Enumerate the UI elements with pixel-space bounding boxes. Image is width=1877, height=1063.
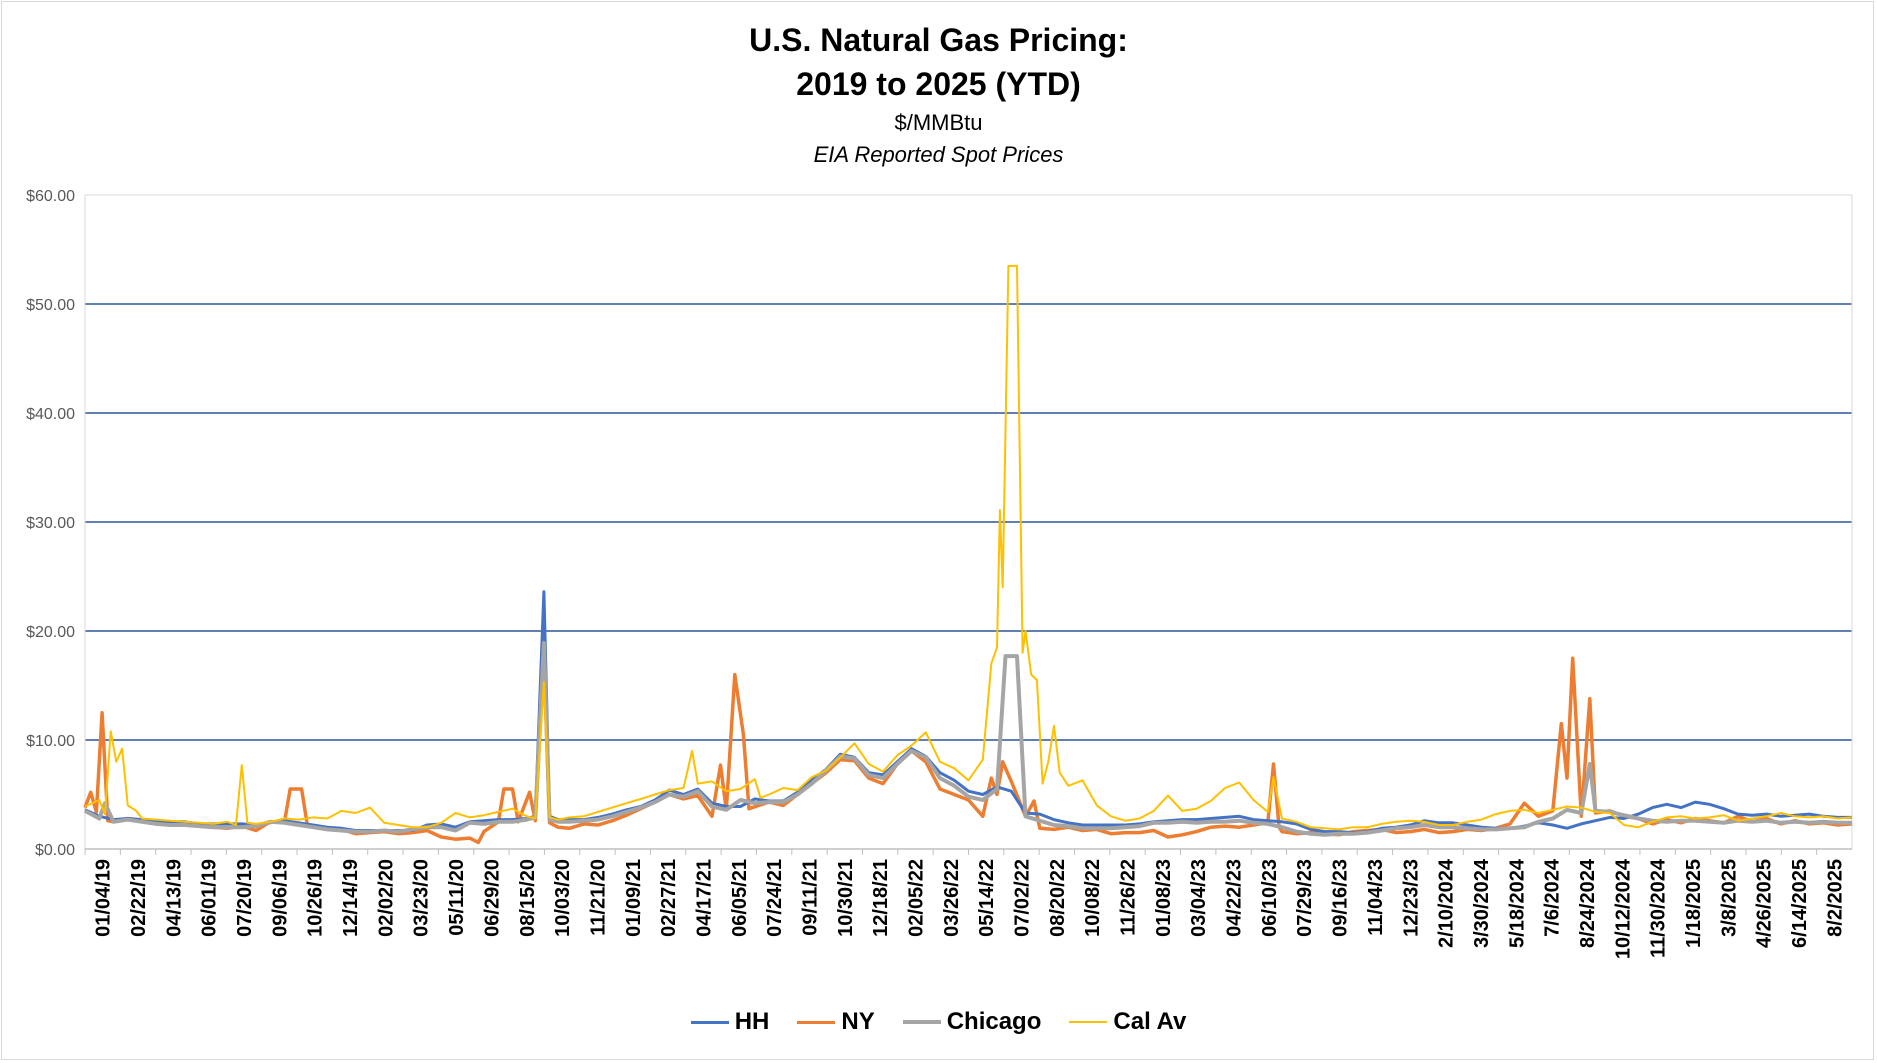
legend-label: Chicago (946, 1008, 1042, 1035)
y-tick-label: $40.00 (26, 406, 75, 423)
x-tick-label: 01/09/21 (623, 859, 645, 937)
x-tick-label: 11/04/23 (1365, 859, 1387, 936)
legend-item: NY (797, 1008, 875, 1036)
x-tick-label: 8/24/2024 (1577, 858, 1599, 948)
y-tick-label: $60.00 (26, 188, 75, 205)
chart-legend: HH NY Chicago Cal Av (0, 1008, 1877, 1036)
x-tick-label: 02/02/20 (375, 859, 397, 937)
x-tick-label: 01/08/23 (1153, 859, 1175, 937)
series-line-ny (83, 656, 1853, 845)
x-tick-label: 08/20/22 (1047, 859, 1069, 937)
x-tick-label: 11/21/20 (587, 859, 609, 936)
legend-item: HH (690, 1008, 770, 1036)
x-tick-label: 07/02/22 (1012, 859, 1034, 937)
x-tick-label: 06/10/23 (1259, 859, 1281, 937)
x-tick-label: 7/6/2024 (1542, 858, 1564, 937)
x-tick-label: 04/22/23 (1224, 859, 1246, 937)
x-tick-label: 07/29/23 (1294, 859, 1316, 937)
x-tick-label: 2/10/2024 (1436, 858, 1458, 948)
x-tick-label: 07/20/19 (234, 859, 256, 937)
x-tick-label: 02/27/21 (658, 859, 680, 937)
x-tick-label: 06/01/19 (199, 859, 221, 937)
x-tick-label: 04/13/19 (163, 859, 185, 937)
x-tick-label: 5/18/2024 (1506, 858, 1528, 948)
y-tick-label: $10.00 (26, 733, 75, 750)
legend-label: NY (841, 1008, 875, 1035)
x-tick-label: 3/8/2025 (1718, 859, 1740, 937)
series-line-cal-av (84, 264, 1853, 831)
x-tick-label: 10/08/22 (1082, 859, 1104, 937)
chart-title: U.S. Natural Gas Pricing: (749, 22, 1128, 58)
legend-item: Cal Av (1069, 1008, 1186, 1036)
chart-subtitle-source: EIA Reported Spot Prices (813, 142, 1064, 167)
x-tick-label: 1/18/2025 (1683, 859, 1705, 948)
chart-title-line2: 2019 to 2025 (YTD) (796, 66, 1081, 102)
x-tick-label: 01/04/19 (93, 859, 115, 937)
x-tick-label: 3/30/2024 (1471, 858, 1493, 948)
x-tick-label: 4/26/2025 (1754, 859, 1776, 948)
legend-item: Chicago (902, 1008, 1042, 1036)
x-tick-label: 09/16/23 (1330, 859, 1352, 937)
x-tick-label: 03/04/23 (1188, 859, 1210, 937)
x-tick-label: 10/12/2024 (1612, 858, 1634, 959)
x-tick-label: 12/14/19 (340, 859, 362, 937)
series-line-chicago (84, 641, 1852, 837)
x-tick-label: 04/17/21 (693, 859, 715, 937)
y-tick-label: $20.00 (26, 624, 75, 641)
x-tick-label: 8/2/2025 (1824, 859, 1846, 937)
x-tick-label: 02/05/22 (905, 859, 927, 937)
legend-swatch (690, 1020, 729, 1024)
y-tick-label: $50.00 (26, 297, 75, 314)
x-tick-label: 10/30/21 (835, 859, 857, 937)
x-tick-label: 11/26/22 (1118, 859, 1140, 936)
x-tick-label: 11/30/2024 (1648, 858, 1670, 958)
y-tick-label: $0.00 (35, 842, 75, 859)
x-tick-label: 10/03/20 (552, 859, 574, 937)
x-tick-label: 08/15/20 (517, 859, 539, 937)
legend-label: Cal Av (1113, 1008, 1187, 1035)
x-tick-label: 12/23/23 (1400, 859, 1422, 937)
x-tick-label: 03/23/20 (411, 859, 433, 937)
x-tick-label: 06/05/21 (729, 859, 751, 937)
x-tick-label: 05/11/20 (446, 859, 468, 936)
line-chart: $0.00 $10.00 $20.00 $30.00 $40.00 $50.00 $60.0… (26, 188, 1853, 959)
chart-subtitle-units: $/MMBtu (894, 110, 983, 135)
x-tick-label: 07/24/21 (764, 859, 786, 937)
legend-swatch (902, 1020, 941, 1024)
x-tick-label: 06/29/20 (481, 859, 503, 937)
legend-swatch (1069, 1021, 1108, 1023)
x-tick-label: 09/11/21 (799, 859, 821, 936)
x-tick-label: 6/14/2025 (1789, 859, 1811, 948)
legend-label: HH (734, 1008, 770, 1035)
x-tick-label: 03/26/22 (941, 859, 963, 937)
y-tick-label: $30.00 (26, 515, 75, 532)
x-tick-label: 09/06/19 (269, 859, 291, 937)
x-tick-label: 05/14/22 (976, 859, 998, 937)
x-tick-label: 12/18/21 (870, 859, 892, 937)
x-tick-label: 02/22/19 (128, 859, 150, 937)
x-tick-label: 10/26/19 (305, 859, 327, 937)
legend-swatch (797, 1020, 836, 1024)
